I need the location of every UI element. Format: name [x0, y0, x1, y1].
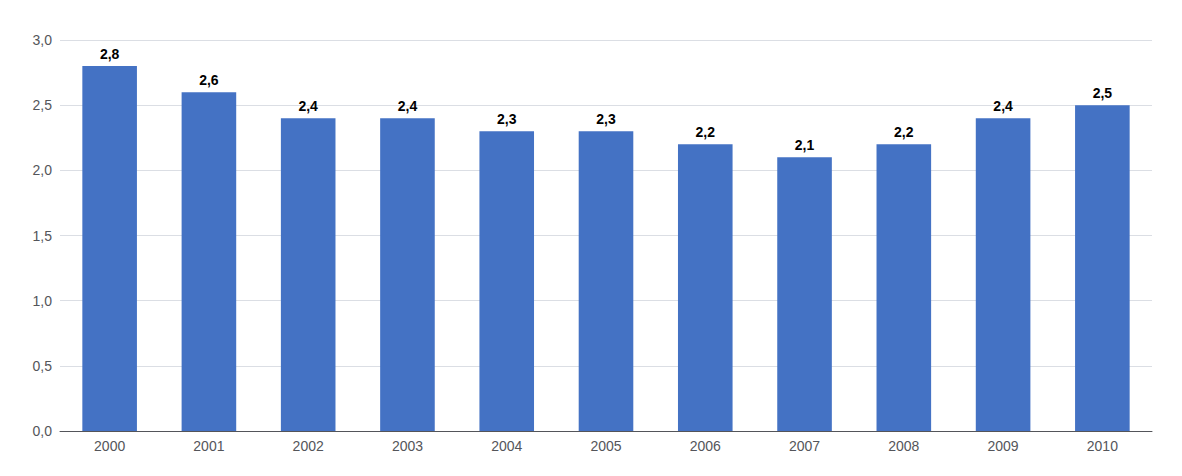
svg-text:2,4: 2,4 [993, 98, 1013, 114]
svg-text:2,3: 2,3 [497, 111, 517, 127]
svg-text:0,5: 0,5 [33, 358, 53, 374]
svg-text:2,4: 2,4 [298, 98, 318, 114]
svg-text:2003: 2003 [392, 438, 423, 454]
svg-text:2005: 2005 [590, 438, 621, 454]
svg-text:2009: 2009 [988, 438, 1019, 454]
svg-text:2,1: 2,1 [795, 137, 815, 153]
svg-text:2,2: 2,2 [894, 124, 914, 140]
svg-text:2,0: 2,0 [33, 162, 53, 178]
svg-text:2,5: 2,5 [33, 97, 53, 113]
svg-text:2002: 2002 [293, 438, 324, 454]
svg-text:2,2: 2,2 [696, 124, 716, 140]
svg-text:1,0: 1,0 [33, 293, 53, 309]
svg-text:2006: 2006 [690, 438, 721, 454]
svg-text:3,0: 3,0 [33, 32, 53, 48]
svg-text:1,5: 1,5 [33, 228, 53, 244]
svg-text:2,8: 2,8 [100, 46, 120, 62]
svg-text:2010: 2010 [1087, 438, 1118, 454]
svg-text:2,6: 2,6 [199, 72, 219, 88]
svg-text:2,4: 2,4 [398, 98, 418, 114]
svg-text:2,5: 2,5 [1093, 85, 1113, 101]
svg-text:2,3: 2,3 [596, 111, 616, 127]
svg-text:2008: 2008 [888, 438, 919, 454]
svg-text:2004: 2004 [491, 438, 522, 454]
svg-text:0,0: 0,0 [33, 423, 53, 439]
svg-text:2001: 2001 [193, 438, 224, 454]
svg-text:2007: 2007 [789, 438, 820, 454]
svg-text:2000: 2000 [94, 438, 125, 454]
